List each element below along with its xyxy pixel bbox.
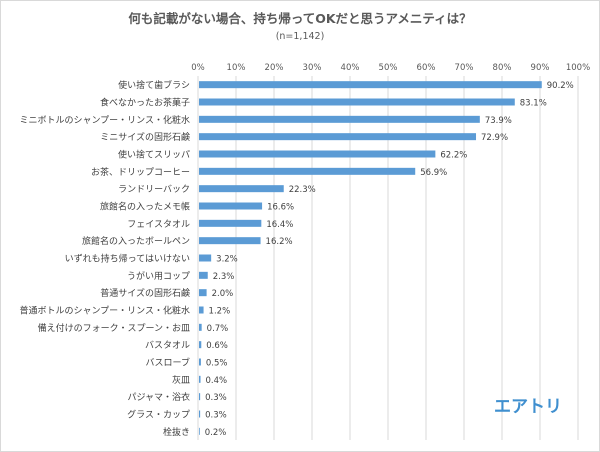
x-tick-label: 100% — [566, 63, 590, 73]
category-label: いずれも持ち帰ってはいけない — [65, 253, 190, 265]
gridlines — [197, 76, 579, 440]
category-label: 灰皿 — [172, 374, 190, 386]
value-labels: 90.2%83.1% 73.9% 72.9% 62.2% 56.9% 22.3% 16.6%… — [205, 81, 574, 438]
category-label: 食べなかったお茶菓子 — [100, 97, 190, 109]
airtrip-logo: エアトリ — [494, 397, 562, 417]
value-label: 83.1% — [520, 99, 547, 109]
bar — [199, 341, 202, 349]
x-axis-ticks: 0% 10% 20% 30% 40% 50% 60% 70% 80% 90% 100% — [191, 63, 590, 73]
chart-title: 何も記載がない場合、持ち帰ってOKだと思うアメニティは？ — [128, 11, 472, 26]
value-label: 1.2% — [209, 307, 231, 317]
bar — [199, 393, 201, 401]
category-label: パジャマ・浴衣 — [127, 391, 190, 403]
category-label: 普通サイズの固形石鹸 — [100, 287, 190, 299]
value-label: 16.2% — [266, 237, 293, 247]
value-label: 2.3% — [213, 272, 235, 282]
category-label: グラス・カップ — [127, 409, 190, 421]
x-tick-label: 10% — [227, 63, 246, 73]
x-tick-label: 30% — [303, 63, 322, 73]
x-tick-label: 90% — [531, 63, 550, 73]
value-label: 0.3% — [205, 411, 227, 421]
bar — [199, 323, 202, 331]
category-label: 使い捨て歯ブラシ — [118, 79, 190, 91]
value-label: 62.2% — [440, 151, 467, 161]
x-tick-label: 40% — [341, 63, 360, 73]
value-label: 56.9% — [420, 168, 447, 178]
category-label: ミニボトルのシャンプー・リンス・化粧水 — [19, 114, 190, 126]
category-label: ミニサイズの固形石鹸 — [100, 131, 190, 143]
category-label: ランドリーバック — [118, 184, 190, 195]
x-tick-label: 70% — [455, 63, 474, 73]
category-labels: 使い捨て歯ブラシ食べなかったお茶菓子ミニボトルのシャンプー・リンス・化粧水ミニサ… — [19, 79, 190, 438]
bar — [199, 358, 201, 366]
bar — [199, 98, 515, 106]
x-tick-label: 80% — [493, 63, 512, 73]
value-label: 16.4% — [266, 220, 293, 230]
bar — [199, 133, 477, 141]
bar — [199, 427, 200, 435]
value-label: 0.4% — [206, 376, 228, 386]
category-label: 栓抜き — [163, 426, 190, 438]
value-label: 0.6% — [206, 341, 228, 351]
value-label: 0.7% — [207, 324, 229, 334]
bar — [199, 306, 204, 314]
bar — [199, 185, 284, 193]
chart-subtitle: (n=1,142) — [275, 31, 325, 42]
category-label: うがい用コップ — [127, 270, 190, 282]
category-label: 旅館名の入ったメモ帳 — [100, 201, 190, 213]
category-label: 旅館名の入ったボールペン — [82, 235, 190, 247]
value-label: 72.9% — [481, 133, 508, 143]
value-label: 90.2% — [547, 81, 574, 91]
value-label: 2.0% — [212, 289, 234, 299]
category-label: 備え付けのフォーク・スプーン・お皿 — [38, 322, 190, 334]
category-label: フェイスタオル — [127, 219, 190, 230]
bar — [199, 237, 261, 245]
bar — [199, 150, 436, 158]
bar — [199, 410, 201, 418]
bar — [199, 271, 208, 279]
bar — [199, 167, 416, 175]
x-tick-label: 60% — [417, 63, 436, 73]
value-label: 73.9% — [485, 116, 512, 126]
bar — [199, 219, 262, 227]
value-label: 0.5% — [206, 359, 228, 369]
value-label: 0.3% — [205, 393, 227, 403]
x-tick-label: 0% — [191, 63, 205, 73]
value-label: 0.2% — [205, 428, 227, 438]
bar — [199, 115, 480, 123]
category-label: バスタオル — [145, 340, 190, 351]
bars — [199, 81, 542, 435]
bar — [199, 202, 263, 210]
value-label: 16.6% — [267, 203, 294, 213]
bar — [199, 254, 212, 262]
x-tick-label: 20% — [265, 63, 284, 73]
category-label: バスローブ — [146, 357, 190, 369]
bar — [199, 289, 207, 297]
category-label: 普通ボトルのシャンプー・リンス・化粧水 — [19, 305, 190, 317]
bar — [199, 375, 201, 383]
category-label: お茶、ドリップコーヒー — [91, 166, 190, 178]
value-label: 22.3% — [289, 185, 316, 195]
category-label: 使い捨てスリッパ — [118, 149, 190, 161]
bar — [199, 81, 542, 89]
value-label: 3.2% — [216, 255, 238, 265]
x-tick-label: 50% — [379, 63, 398, 73]
